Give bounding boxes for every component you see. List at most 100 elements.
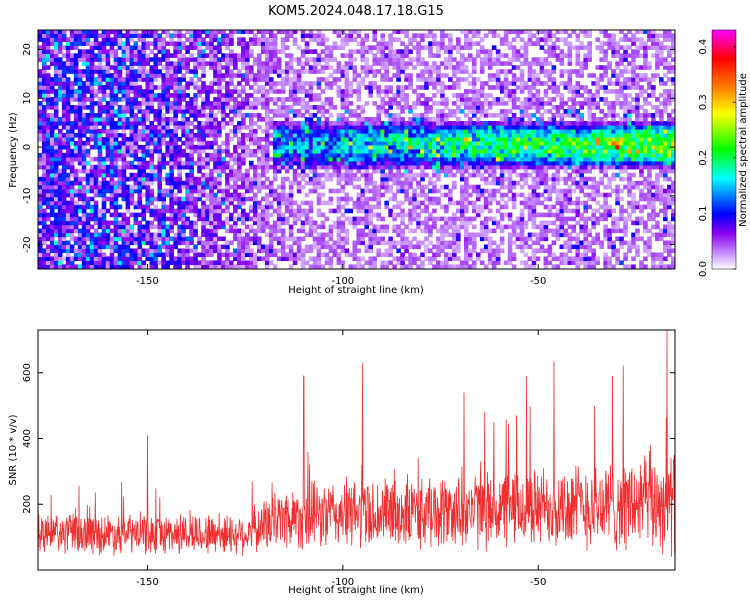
heatmap-cell — [384, 113, 389, 118]
heatmap-cell — [471, 77, 477, 82]
heatmap-cell — [364, 200, 370, 206]
heatmap-cell — [332, 240, 338, 246]
heatmap-cell — [197, 240, 202, 246]
heatmap-cell — [436, 41, 441, 46]
heatmap-cell — [424, 33, 429, 38]
heatmap-cell — [344, 152, 350, 158]
heatmap-cell — [320, 148, 326, 154]
heatmap-cell — [237, 176, 242, 182]
heatmap-cell — [400, 61, 405, 66]
heatmap-cell — [101, 192, 107, 198]
heatmap-cell — [221, 200, 226, 206]
heatmap-cell — [145, 140, 151, 146]
heatmap-cell — [69, 85, 75, 90]
heatmap-cell — [368, 160, 374, 166]
heatmap-cell — [332, 144, 338, 150]
heatmap-cell — [185, 45, 190, 50]
heatmap-cell — [133, 121, 139, 126]
heatmap-cell — [460, 168, 465, 174]
heatmap-cell — [233, 132, 238, 138]
heatmap-cell — [205, 180, 210, 186]
heatmap-cell — [161, 264, 166, 269]
heatmap-cell — [181, 160, 186, 166]
heatmap-cell — [432, 61, 437, 66]
heatmap-cell — [69, 208, 75, 214]
heatmap-cell — [368, 148, 374, 154]
heatmap-cell — [133, 73, 139, 78]
heatmap-cell — [324, 148, 330, 154]
heatmap-cell — [105, 30, 111, 34]
heatmap-cell — [448, 252, 453, 258]
heatmap-cell — [209, 204, 214, 210]
heatmap-cell — [233, 216, 238, 222]
heatmap-cell — [89, 252, 95, 258]
heatmap-cell — [189, 109, 194, 114]
heatmap-cell — [316, 264, 322, 269]
heatmap-cell — [73, 69, 79, 74]
heatmap-cell — [113, 180, 119, 186]
heatmap-cell — [456, 37, 461, 42]
heatmap-cell — [173, 121, 178, 126]
heatmap-cell — [424, 172, 429, 178]
heatmap-cell — [471, 136, 477, 142]
heatmap-cell — [408, 208, 413, 214]
heatmap-cell — [324, 160, 330, 166]
heatmap-cell — [324, 101, 330, 106]
heatmap-cell — [408, 260, 413, 266]
heatmap-cell — [380, 132, 385, 138]
heatmap-cell — [101, 260, 107, 266]
heatmap-cell — [65, 224, 71, 230]
heatmap-cell — [81, 61, 87, 66]
heatmap-cell — [256, 248, 262, 254]
heatmap-cell — [38, 101, 43, 106]
heatmap-cell — [388, 53, 393, 58]
heatmap-cell — [109, 53, 115, 58]
heatmap-cell — [201, 125, 206, 130]
heatmap-cell — [316, 105, 322, 110]
heatmap-cell — [479, 192, 485, 198]
heatmap-cell — [197, 192, 202, 198]
heatmap-cell — [264, 160, 270, 166]
heatmap-cell — [272, 101, 278, 106]
heatmap-cell — [348, 164, 354, 170]
heatmap-cell — [109, 236, 115, 242]
heatmap-cell — [264, 117, 270, 122]
heatmap-cell — [272, 228, 278, 234]
heatmap-cell — [73, 240, 79, 246]
heatmap-cell — [256, 30, 262, 34]
heatmap-cell — [177, 57, 182, 62]
heatmap-cell — [463, 248, 469, 254]
heatmap-cell — [456, 200, 461, 206]
heatmap-cell — [97, 73, 103, 78]
heatmap-cell — [428, 260, 433, 266]
heatmap-cell — [177, 109, 182, 114]
heatmap-cell — [73, 204, 79, 210]
heatmap-cell — [456, 69, 461, 74]
heatmap-cell — [471, 184, 477, 190]
heatmap-cell — [157, 61, 163, 66]
heatmap-cell — [364, 212, 370, 218]
heatmap-cell — [452, 228, 457, 234]
heatmap-cell — [221, 97, 226, 102]
heatmap-cell — [440, 81, 445, 86]
heatmap-cell — [300, 144, 306, 150]
heatmap-cell — [475, 188, 481, 194]
heatmap-cell — [252, 220, 258, 226]
heatmap-cell — [249, 228, 254, 234]
heatmap-cell — [129, 101, 135, 106]
heatmap-cell — [440, 117, 445, 122]
heatmap-cell — [360, 208, 366, 214]
heatmap-cell — [137, 188, 143, 194]
heatmap-cell — [117, 172, 123, 178]
heatmap-cell — [452, 252, 457, 258]
heatmap-cell — [129, 53, 135, 58]
heatmap-cell — [38, 184, 43, 190]
heatmap-cell — [432, 37, 437, 42]
heatmap-cell — [471, 109, 477, 114]
heatmap-cell — [205, 53, 210, 58]
heatmap-cell — [121, 144, 127, 150]
heatmap-cell — [85, 172, 91, 178]
heatmap-cell — [193, 30, 198, 34]
heatmap-cell — [233, 264, 238, 269]
heatmap-cell — [420, 136, 425, 142]
